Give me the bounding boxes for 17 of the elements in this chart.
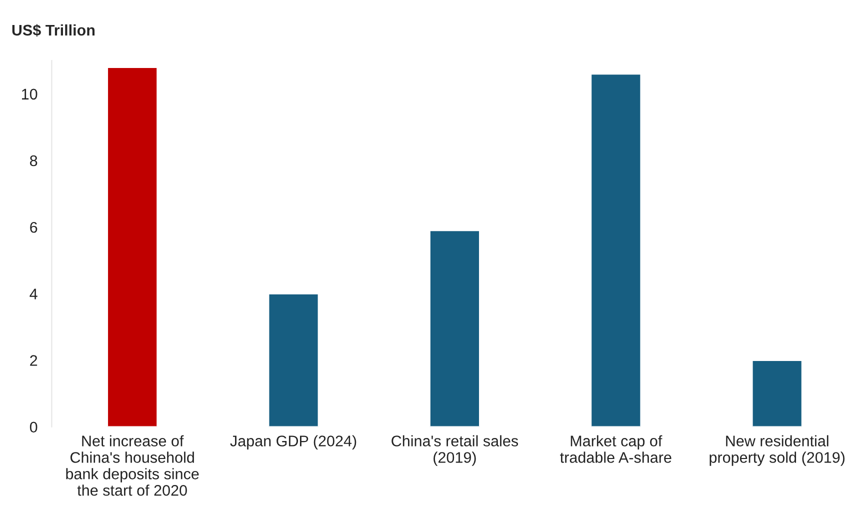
x-tick-label: Japan GDP (2024) bbox=[230, 435, 356, 450]
y-axis-title: US$ Trillion bbox=[12, 24, 95, 37]
bar bbox=[429, 230, 480, 427]
bar bbox=[590, 73, 642, 427]
x-tick-label: Market cap of tradable A-share bbox=[560, 435, 672, 463]
y-tick-label: 2 bbox=[30, 355, 38, 366]
y-tick-label: 6 bbox=[30, 222, 38, 233]
x-tick-label: New residential property sold (2019) bbox=[710, 435, 845, 466]
bar bbox=[268, 292, 320, 427]
bar bbox=[106, 66, 158, 427]
bar bbox=[751, 360, 803, 427]
x-tick-label: China's retail sales (2019) bbox=[392, 435, 518, 466]
y-tick-label: 10 bbox=[22, 88, 38, 100]
x-tick-label: Net increase of China's household bank deposits since the start of 2020 bbox=[66, 435, 199, 496]
y-tick-label: 4 bbox=[30, 288, 38, 300]
y-tick-label: 0 bbox=[30, 422, 38, 433]
y-tick-label: 8 bbox=[30, 155, 38, 166]
